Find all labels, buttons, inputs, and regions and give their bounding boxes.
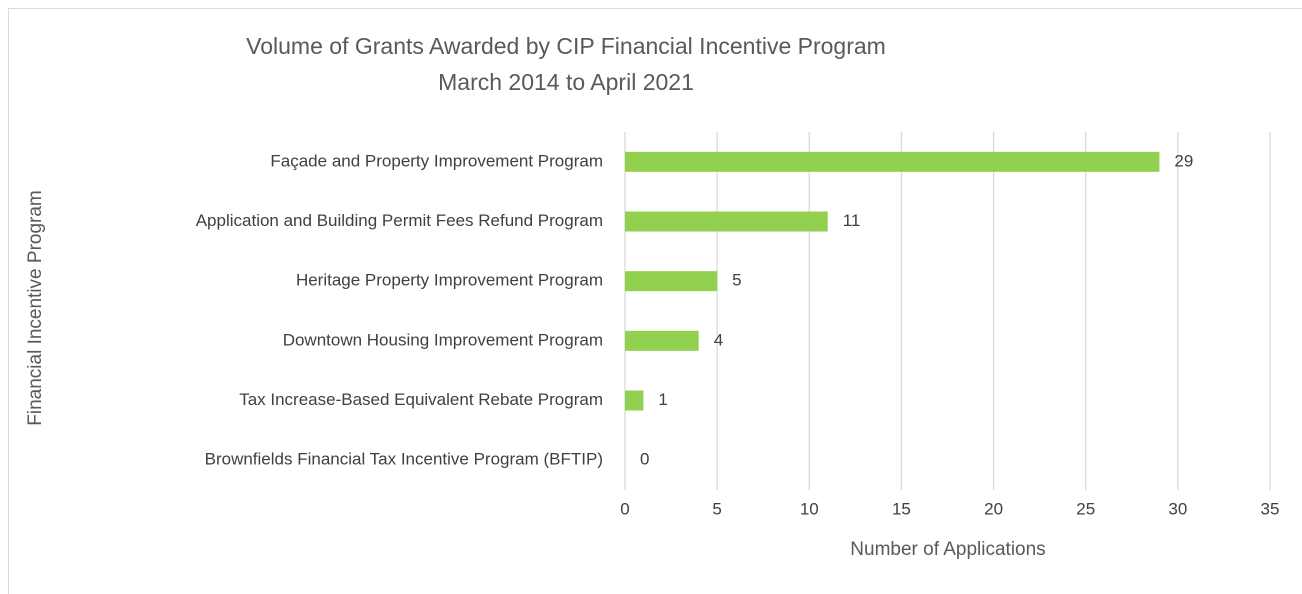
x-tick-label: 20: [984, 499, 1003, 518]
bar: [625, 330, 699, 351]
data-label: 1: [658, 390, 667, 409]
data-label: 4: [714, 330, 723, 349]
y-tick-label: Tax Increase-Based Equivalent Rebate Pro…: [239, 390, 603, 409]
x-tick-label: 30: [1168, 499, 1187, 518]
data-label: 11: [843, 211, 861, 230]
y-tick-label: Application and Building Permit Fees Ref…: [196, 211, 603, 230]
y-axis-title: Financial Incentive Program: [25, 190, 46, 426]
bar: [625, 390, 644, 411]
bar: [625, 211, 828, 232]
bar: [625, 271, 718, 292]
y-tick-label: Heritage Property Improvement Program: [296, 271, 603, 290]
chart-subtitle: March 2014 to April 2021: [438, 69, 694, 95]
x-axis-title: Number of Applications: [850, 539, 1045, 560]
chart-title: Volume of Grants Awarded by CIP Financia…: [246, 33, 886, 59]
data-label: 0: [640, 450, 649, 469]
chart-border: [8, 8, 1302, 594]
y-tick-label: Brownfields Financial Tax Incentive Prog…: [205, 450, 603, 469]
x-tick-label: 0: [620, 499, 629, 518]
y-tick-label: Downtown Housing Improvement Program: [283, 330, 603, 349]
x-tick-label: 35: [1261, 499, 1280, 518]
x-tick-label: 10: [800, 499, 819, 518]
bar: [625, 151, 1160, 172]
x-tick-label: 25: [1076, 499, 1095, 518]
y-tick-label: Façade and Property Improvement Program: [270, 151, 603, 170]
data-label: 29: [1174, 151, 1193, 170]
data-label: 5: [732, 271, 741, 290]
x-tick-label: 15: [892, 499, 911, 518]
x-tick-label: 5: [712, 499, 721, 518]
